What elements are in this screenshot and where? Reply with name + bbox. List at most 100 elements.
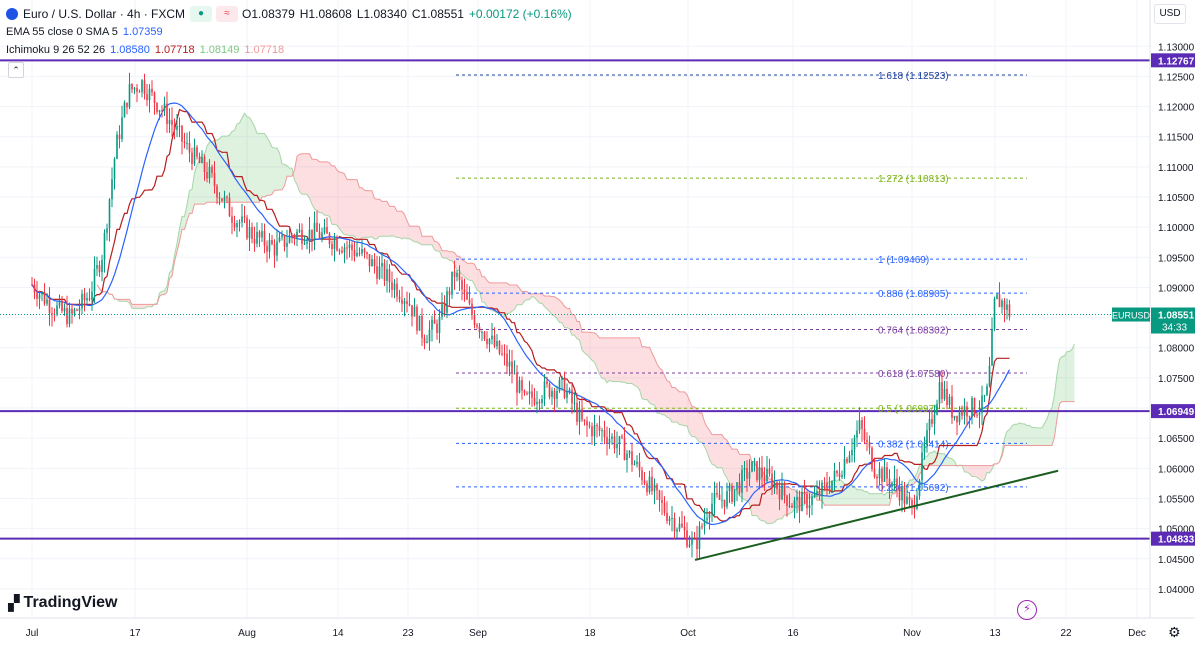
cloud-segment bbox=[677, 389, 680, 425]
candle-body bbox=[443, 304, 446, 313]
candle-body bbox=[308, 229, 311, 242]
candle-body bbox=[833, 470, 836, 481]
candle-body bbox=[966, 406, 968, 417]
y-tick-label: 1.05500 bbox=[1158, 494, 1195, 505]
candle-body bbox=[96, 265, 98, 269]
countdown-label: 34:33 bbox=[1162, 323, 1187, 334]
cloud-segment bbox=[1069, 349, 1072, 402]
gear-icon[interactable]: ⚙ bbox=[1168, 624, 1181, 640]
cloud-segment bbox=[417, 226, 420, 244]
candle-body bbox=[758, 467, 761, 481]
candle-body bbox=[93, 268, 96, 292]
cloud-segment bbox=[232, 130, 235, 203]
cloud-segment bbox=[449, 251, 452, 261]
candle-body bbox=[933, 414, 936, 424]
cloud-segment bbox=[597, 334, 600, 375]
currency-button[interactable]: USD bbox=[1154, 4, 1186, 24]
candle-body bbox=[303, 243, 306, 245]
candle-body bbox=[523, 390, 526, 393]
cloud-segment bbox=[212, 140, 215, 203]
legend-ichimoku[interactable]: Ichimoku 9 26 52 26 1.08580 1.07718 1.08… bbox=[6, 44, 289, 56]
cloud-segment bbox=[472, 263, 475, 285]
cloud-segment bbox=[869, 493, 872, 506]
collapse-legend-icon[interactable]: ⌃ bbox=[8, 62, 24, 78]
candle-body bbox=[891, 482, 893, 487]
candle-body bbox=[418, 315, 421, 331]
candle-body bbox=[451, 271, 453, 295]
y-tick-label: 1.07500 bbox=[1158, 374, 1195, 385]
data-compare-icon[interactable]: ≈ bbox=[216, 6, 239, 22]
fib-level-label: 1 (1.09469) bbox=[878, 255, 929, 266]
candle-body bbox=[316, 222, 318, 232]
candle-body bbox=[873, 469, 876, 477]
candle-body bbox=[886, 467, 888, 479]
cloud-segment bbox=[864, 491, 867, 506]
senkou-span-a bbox=[96, 112, 1075, 525]
candle-body bbox=[846, 458, 848, 463]
cloud-segment bbox=[362, 187, 365, 238]
x-tick-label: 13 bbox=[989, 628, 1001, 639]
cloud-segment bbox=[947, 456, 950, 466]
candle-body bbox=[921, 452, 923, 481]
candle-body bbox=[513, 373, 516, 375]
candle-body bbox=[476, 325, 478, 327]
cloud-segment bbox=[689, 400, 692, 437]
candle-body bbox=[138, 91, 141, 93]
cloud-segment bbox=[344, 173, 347, 235]
cloud-segment bbox=[179, 216, 182, 242]
candle-body bbox=[671, 517, 673, 519]
market-status-icon[interactable]: ● bbox=[190, 6, 213, 22]
cloud-segment bbox=[299, 153, 302, 195]
candle-body bbox=[638, 461, 641, 471]
cloud-segment bbox=[687, 394, 690, 434]
candle-body bbox=[238, 222, 241, 224]
cloud-segment bbox=[674, 387, 677, 423]
time-axis[interactable]: Jul 17 Aug 14 23 Sep 18 Oct 16 Nov 13 22 Dec bbox=[0, 617, 1195, 639]
candle-body bbox=[336, 240, 338, 251]
candle-body bbox=[146, 93, 148, 101]
trendline[interactable] bbox=[694, 469, 1059, 561]
candle-body bbox=[161, 110, 163, 112]
x-tick-label: Sep bbox=[469, 628, 487, 639]
candle-body bbox=[743, 468, 746, 470]
candle-body bbox=[171, 120, 173, 125]
x-tick-label: Dec bbox=[1128, 628, 1146, 639]
cloud-segment bbox=[937, 453, 940, 466]
x-tick-label: Oct bbox=[680, 628, 696, 639]
lightning-icon[interactable]: ⚡ bbox=[1017, 600, 1037, 620]
candle-body bbox=[628, 451, 631, 454]
level-price-tag bbox=[1151, 404, 1195, 419]
fibonacci-levels[interactable]: 1.618 (1.12523) 1.272 (1.10813) 1 (1.09469… bbox=[456, 71, 1027, 494]
cloud-segment bbox=[1029, 425, 1032, 446]
cloud-segment bbox=[419, 226, 422, 245]
candle-body bbox=[131, 83, 133, 90]
cloud-segment bbox=[1064, 351, 1067, 402]
candle-body bbox=[791, 505, 793, 508]
legend-ema[interactable]: EMA 55 close 0 SMA 5 1.07359 bbox=[6, 26, 168, 38]
candle-body bbox=[773, 482, 776, 488]
cloud-segment bbox=[607, 337, 610, 383]
cloud-segment bbox=[349, 179, 352, 236]
candle-body bbox=[136, 87, 138, 92]
candle-body bbox=[428, 329, 431, 342]
cloud-segment bbox=[584, 332, 587, 355]
candle-body bbox=[911, 500, 913, 506]
candle-body bbox=[436, 323, 438, 334]
cloud-segment bbox=[509, 284, 512, 314]
cloud-segment bbox=[264, 133, 267, 197]
cloud-segment bbox=[512, 284, 515, 312]
candle-body bbox=[956, 415, 958, 423]
candle-body bbox=[393, 283, 396, 290]
candle-body bbox=[478, 326, 481, 332]
symbol-title[interactable]: Euro / U.S. Dollar · 4h · FXCM bbox=[23, 7, 186, 21]
cloud-segment bbox=[514, 284, 517, 310]
cloud-segment bbox=[862, 489, 865, 506]
cloud-segment bbox=[964, 465, 967, 473]
candle-body bbox=[803, 491, 806, 494]
cloud-segment bbox=[442, 250, 445, 259]
candle-body bbox=[726, 491, 728, 507]
candle-body bbox=[936, 403, 938, 415]
candle-body bbox=[843, 458, 846, 476]
ichimoku-label: Ichimoku 9 26 52 26 bbox=[6, 44, 106, 56]
